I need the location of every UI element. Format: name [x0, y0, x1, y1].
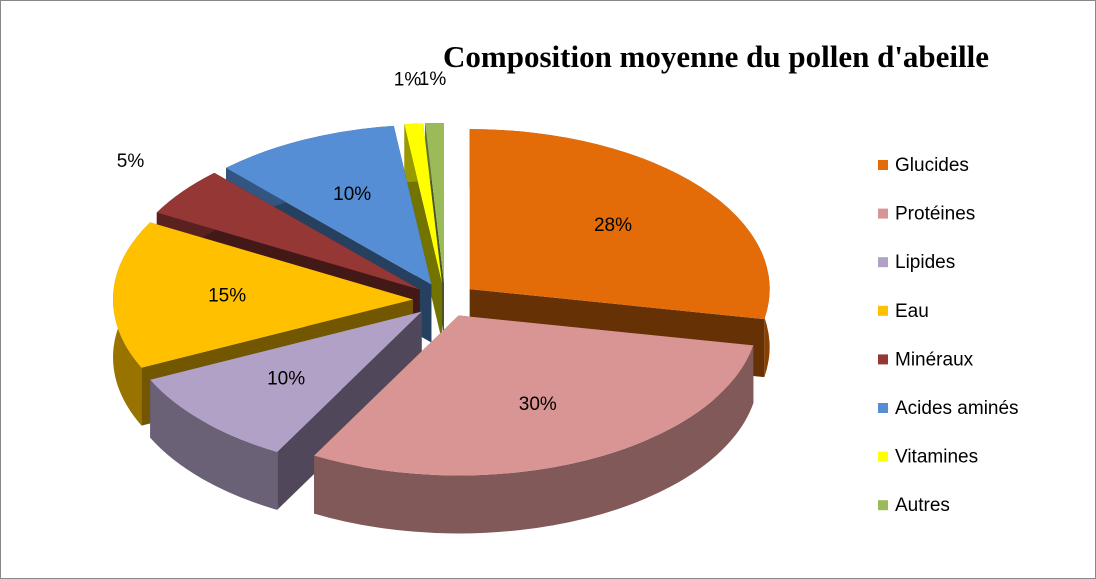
slice [425, 122, 444, 283]
legend-swatch [878, 451, 888, 462]
legend-label: Lipides [895, 252, 955, 273]
slice [226, 125, 432, 285]
slice [469, 129, 770, 320]
data-label: 5% [117, 151, 145, 172]
data-label: 30% [519, 394, 557, 415]
slice [150, 311, 422, 452]
legend-swatch [878, 305, 888, 316]
data-label: 28% [594, 215, 632, 236]
legend-label: Autres [895, 495, 950, 516]
legend-swatch [878, 208, 888, 219]
slice-group [314, 315, 754, 534]
legend-label: Glucides [895, 155, 969, 176]
slice [113, 222, 414, 368]
slice [314, 315, 754, 476]
chart-title: Composition moyenne du pollen d'abeille [443, 39, 989, 74]
legend-swatch [878, 500, 888, 511]
data-label: 10% [267, 369, 305, 390]
data-label: 1% [419, 69, 447, 90]
data-label: 1% [394, 70, 422, 91]
legend-label: Eau [895, 301, 929, 322]
data-label: 15% [208, 285, 246, 306]
legend-swatch [878, 160, 888, 170]
slice-wall [314, 345, 754, 534]
data-label: 10% [333, 184, 371, 205]
legend-label: Acides aminés [895, 398, 1019, 419]
legend-swatch [878, 354, 888, 365]
slice [156, 172, 420, 290]
legend-swatch [878, 257, 888, 268]
slice-group [404, 123, 442, 342]
legend-label: Protéines [895, 204, 975, 225]
legend-swatch [878, 403, 888, 413]
legend-label: Vitamines [895, 447, 978, 468]
slice-wall [150, 379, 278, 510]
slice [404, 123, 442, 284]
slice-group [150, 311, 422, 510]
legend-label: Minéraux [895, 349, 974, 370]
